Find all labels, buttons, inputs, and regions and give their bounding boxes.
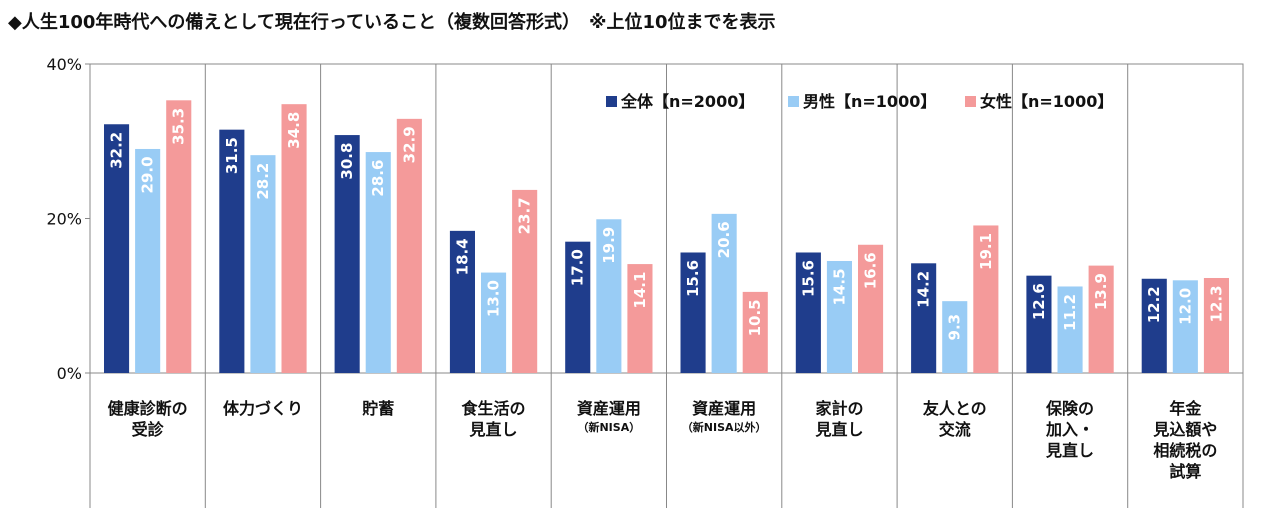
bar	[973, 225, 999, 373]
bar	[826, 260, 852, 373]
bar-value-label: 13.9	[1092, 273, 1110, 310]
bar	[858, 244, 884, 373]
y-tick-label: 40%	[46, 55, 82, 74]
chart-title: ◆人生100年時代への備えとして現在行っていること（複数回答形式） ※上位10位…	[8, 12, 776, 33]
bar-value-label: 15.6	[799, 260, 817, 297]
bar	[680, 252, 706, 373]
bar	[711, 213, 737, 373]
x-category-label: 相続税の	[1153, 441, 1217, 460]
bar-value-label: 14.5	[830, 268, 848, 305]
bar-value-label: 31.5	[223, 137, 241, 174]
bar-value-label: 32.9	[400, 126, 418, 163]
x-category-label: 友人との	[923, 399, 987, 418]
legend-swatch	[965, 96, 976, 107]
bar-value-label: 9.3	[946, 314, 964, 341]
bar-value-label: 14.2	[915, 271, 933, 308]
bar	[596, 219, 622, 373]
bar	[795, 252, 821, 373]
bar-value-label: 12.0	[1176, 288, 1194, 325]
bar-value-label: 23.7	[516, 197, 534, 234]
bar-value-label: 10.5	[746, 299, 764, 336]
x-category-label: 保険の	[1045, 399, 1094, 418]
bar-value-label: 16.6	[862, 252, 880, 289]
bar	[219, 129, 245, 373]
x-category-label: 貯蓄	[362, 399, 394, 418]
bar-value-label: 18.4	[453, 238, 471, 275]
bar	[365, 152, 391, 373]
x-category-label: 見込額や	[1152, 420, 1217, 439]
bar-value-label: 13.0	[485, 280, 503, 317]
bar-value-label: 30.8	[338, 143, 356, 180]
legend-label: 男性【n=1000】	[803, 92, 936, 111]
legend-swatch	[788, 96, 799, 107]
x-category-label: 健康診断の	[108, 399, 188, 418]
y-tick-label: 0%	[57, 364, 82, 383]
x-category-label: 家計の	[815, 399, 863, 418]
x-category-label: 体力づくり	[223, 399, 303, 418]
bar-value-label: 19.9	[600, 227, 618, 264]
bar-value-label: 28.6	[369, 160, 387, 197]
bar	[742, 291, 768, 373]
bar	[1172, 280, 1198, 373]
bar	[1057, 286, 1083, 373]
x-category-label: 見直し	[469, 420, 518, 439]
bar-value-label: 29.0	[139, 156, 157, 193]
bar	[627, 264, 653, 373]
bar-value-label: 17.0	[569, 249, 587, 286]
x-category-label: 加入・	[1045, 420, 1094, 439]
bar	[512, 189, 538, 373]
bar	[1203, 277, 1229, 373]
x-category-label: 食生活の	[461, 399, 526, 418]
bar-value-label: 35.3	[170, 108, 188, 145]
bar-value-label: 32.2	[108, 132, 126, 169]
x-category-label: 見直し	[1045, 441, 1094, 460]
bar-value-label: 34.8	[285, 112, 303, 149]
x-category-label: 交流	[939, 420, 971, 439]
bar	[135, 148, 161, 373]
bar-value-label: 12.2	[1145, 286, 1163, 323]
x-category-sublabel: （新NISA以外）	[682, 420, 767, 434]
bar-value-label: 12.3	[1207, 285, 1225, 322]
bar	[1141, 278, 1167, 373]
bar	[396, 118, 422, 373]
bar-value-label: 20.6	[715, 221, 733, 258]
x-category-label: 資産運用	[577, 399, 641, 418]
x-category-label: 見直し	[814, 420, 863, 439]
bar-value-label: 12.6	[1030, 283, 1048, 320]
bar	[1026, 275, 1052, 373]
y-tick-label: 20%	[46, 210, 82, 229]
bar	[911, 263, 937, 373]
bar	[481, 272, 507, 373]
bar	[250, 155, 276, 373]
bar	[281, 104, 307, 374]
bar-value-label: 15.6	[684, 260, 702, 297]
bar-value-label: 28.2	[254, 163, 272, 200]
bar	[942, 301, 968, 373]
x-category-label: 年金	[1169, 399, 1202, 418]
bar	[104, 124, 130, 373]
bar	[334, 135, 360, 373]
bar	[565, 241, 591, 373]
x-category-label: 資産運用	[692, 399, 756, 418]
bar-value-label: 14.1	[631, 272, 649, 309]
x-category-sublabel: （新NISA）	[577, 420, 640, 434]
bar	[166, 100, 192, 374]
x-category-label: 試算	[1169, 462, 1201, 481]
x-category-label: 受診	[132, 420, 165, 439]
legend-label: 全体【n=2000】	[620, 92, 754, 111]
bar-value-label: 11.2	[1061, 294, 1079, 331]
bar	[1088, 265, 1114, 373]
bar	[449, 230, 475, 373]
legend-label: 女性【n=1000】	[980, 92, 1113, 111]
bar-value-label: 19.1	[977, 233, 995, 270]
legend-swatch	[606, 96, 617, 107]
